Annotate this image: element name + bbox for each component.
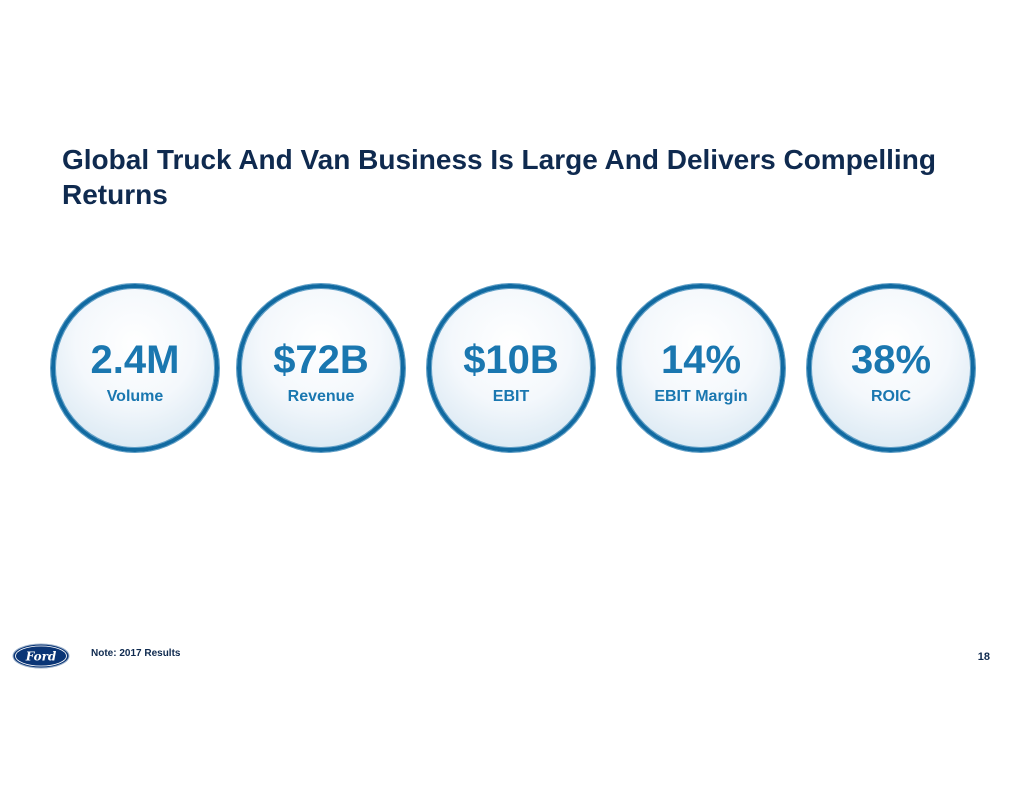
metric-roic: 38% ROIC [807,284,975,452]
metric-label: Revenue [287,388,355,405]
metric-value: 14% [660,338,742,382]
metric-value: 38% [850,338,932,382]
metric-ebit-margin: 14% EBIT Margin [617,284,785,452]
metric-value: $72B [273,338,369,382]
ford-logo-icon: Ford [12,643,70,669]
metric-label: EBIT Margin [654,388,748,405]
footnote: Note: 2017 Results [91,648,181,659]
metric-label: ROIC [871,388,911,405]
metric-revenue: $72B Revenue [237,284,405,452]
metric-value: 2.4M [90,338,180,382]
metric-value: $10B [463,338,559,382]
metric-ebit: $10B EBIT [427,284,595,452]
logo-text: Ford [25,650,57,664]
metric-label: EBIT [492,388,530,405]
metric-volume: 2.4M Volume [51,284,219,452]
slide-title: Global Truck And Van Business Is Large A… [62,144,936,210]
page-number: 18 [977,651,990,663]
metric-label: Volume [106,388,164,405]
